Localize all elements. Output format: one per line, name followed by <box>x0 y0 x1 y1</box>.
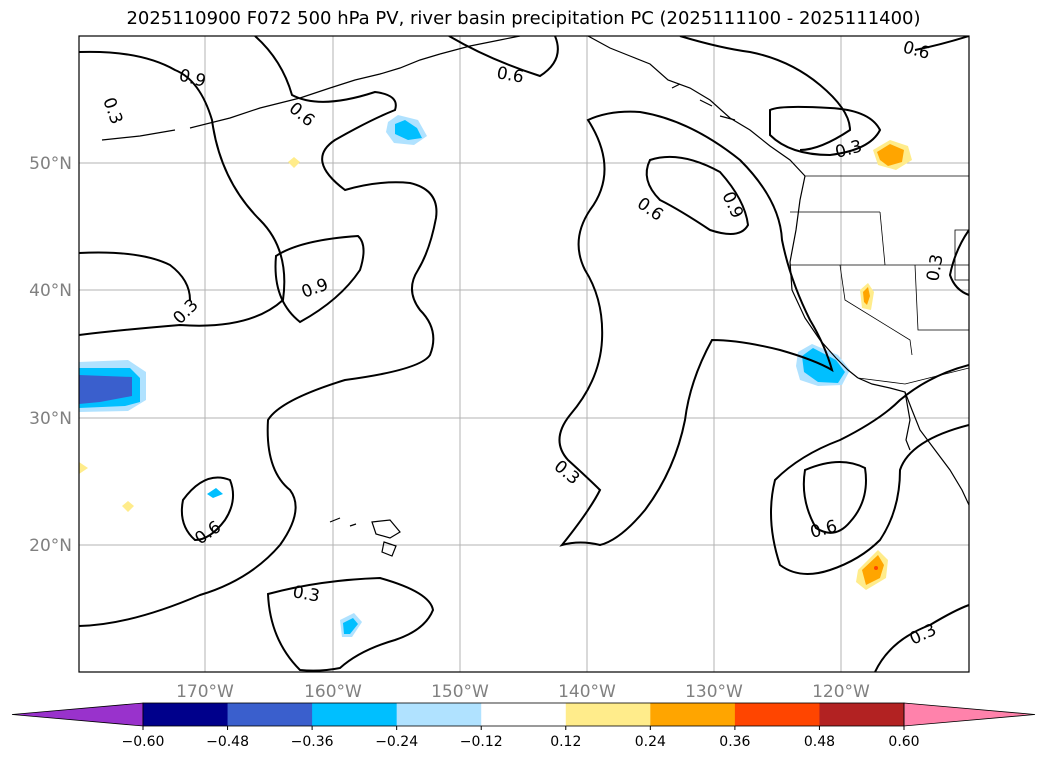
colorbar-segment <box>312 703 398 726</box>
lon-label: 170°W <box>176 682 234 702</box>
positive-anomaly-small-1 <box>288 157 300 168</box>
colorbar-tick-label: −0.60 <box>122 734 165 750</box>
colorbar: −0.60 −0.48 −0.36 −0.24 −0.12 0.12 0.24 0.36 0.4… <box>11 702 1036 750</box>
lat-label: 20°N <box>29 536 72 556</box>
colorbar-segment <box>734 703 820 726</box>
lat-label: 40°N <box>29 281 72 301</box>
colorbar-tick-label: −0.24 <box>375 734 418 750</box>
positive-anomaly-small-2 <box>122 501 134 512</box>
lat-label: 50°N <box>29 154 72 174</box>
colorbar-segment <box>143 703 229 726</box>
contour-label: 0.3 <box>923 253 947 283</box>
map-frame <box>78 35 970 673</box>
colorbar-segment <box>819 703 905 726</box>
colorbar-tick-label: −0.36 <box>291 734 334 750</box>
colorbar-segment <box>396 703 482 726</box>
colorbar-tick-label: 0.36 <box>719 734 750 750</box>
colorbar-tick-label: −0.48 <box>206 734 249 750</box>
contour-label: 0.6 <box>495 63 525 87</box>
colorbar-segments <box>11 702 1036 727</box>
colorbar-ticks: −0.60 −0.48 −0.36 −0.24 −0.12 0.12 0.24 0.36 0.4… <box>122 726 920 750</box>
coastlines <box>101 36 969 557</box>
latitude-labels: 50°N 40°N 30°N 20°N <box>29 154 72 556</box>
colorbar-tick-label: 0.12 <box>550 734 581 750</box>
negative-anomaly-small <box>207 488 223 498</box>
colorbar-extend-high <box>903 702 1036 727</box>
lon-label: 120°W <box>812 682 870 702</box>
colorbar-segment <box>650 703 736 726</box>
colorbar-segment <box>227 703 313 726</box>
political-borders <box>790 175 969 385</box>
colorbar-tick-label: 0.24 <box>635 734 666 750</box>
lat-label: 30°N <box>29 409 72 429</box>
colorbar-segment <box>565 703 651 726</box>
lon-label: 150°W <box>431 682 489 702</box>
colorbar-tick-label: 0.48 <box>804 734 835 750</box>
contour-label: 0.3 <box>291 582 321 606</box>
longitude-labels: 170°W 160°W 150°W 140°W 130°W 120°W <box>176 682 870 702</box>
lon-label: 160°W <box>304 682 362 702</box>
colorbar-segment <box>481 703 567 726</box>
pv-contours <box>79 36 969 672</box>
colorbar-tick-label: −0.12 <box>460 734 503 750</box>
lon-label: 130°W <box>685 682 743 702</box>
lon-label: 140°W <box>558 682 616 702</box>
positive-anomaly-edge <box>79 462 88 474</box>
colorbar-extend-low <box>11 702 144 727</box>
graticule <box>79 36 969 672</box>
colorbar-outline <box>142 702 905 727</box>
colorbar-tick-label: 0.60 <box>888 734 919 750</box>
map-title: 2025110900 F072 500 hPa PV, river basin … <box>126 8 921 29</box>
